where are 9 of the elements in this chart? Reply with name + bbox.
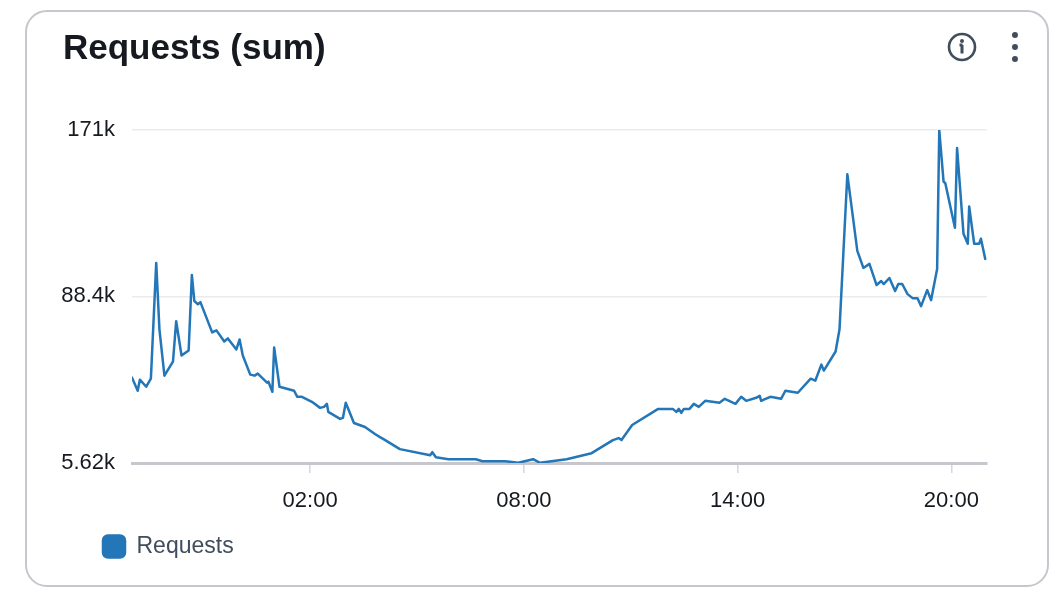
y-tick-label: 171k — [67, 116, 116, 142]
legend-label: Requests — [136, 531, 234, 558]
y-tick-label: 5.62k — [61, 449, 116, 475]
x-tick-label: 08:00 — [496, 487, 552, 513]
x-tick-label: 02:00 — [282, 487, 338, 513]
x-tick-label: 20:00 — [923, 487, 979, 513]
y-tick-label: 88.4k — [61, 282, 116, 308]
chart-title: Requests (sum) — [63, 27, 326, 67]
x-tick-label: 14:00 — [710, 487, 766, 513]
